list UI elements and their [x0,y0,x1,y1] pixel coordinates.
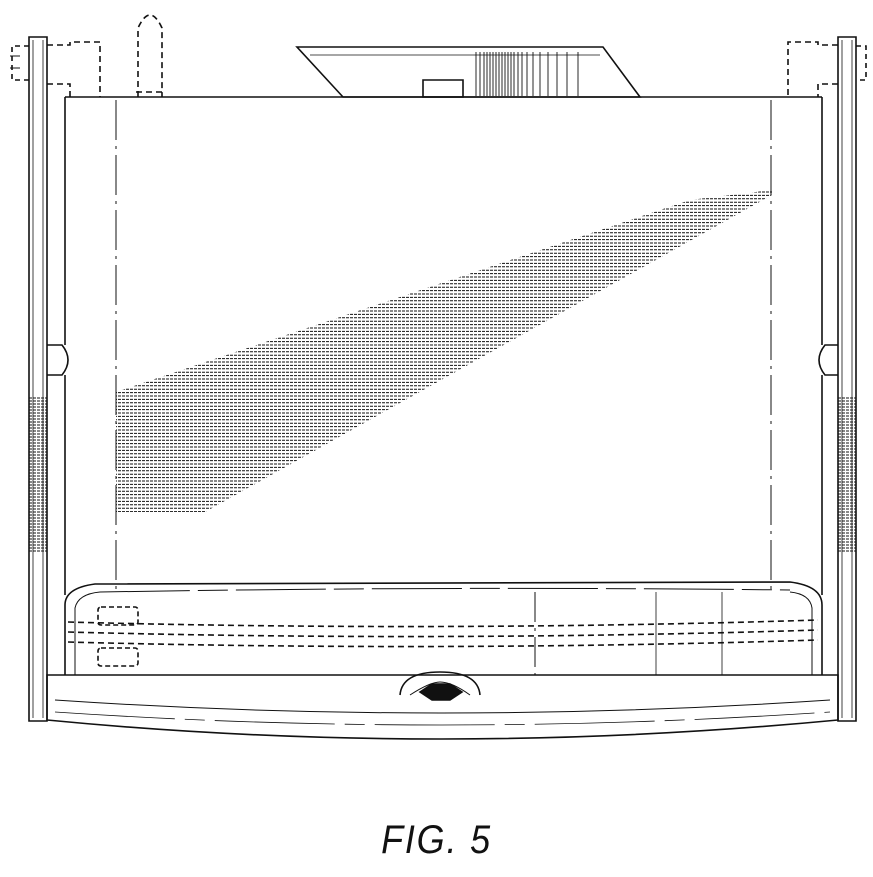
left-rail-shading [29,398,47,551]
bottom-tray [65,582,822,675]
housing-body [47,97,838,595]
left-mount-bracket [47,15,164,97]
right-mount-bracket [788,42,838,97]
right-side-rail [838,37,866,721]
top-hopper [297,47,640,97]
center-latch [400,672,480,700]
left-side-rail [10,37,47,721]
hopper-shading [476,52,578,96]
figure-caption: FIG. 5 [44,818,830,863]
right-rail-shading [838,398,856,551]
window-reflection-shading [110,192,775,512]
